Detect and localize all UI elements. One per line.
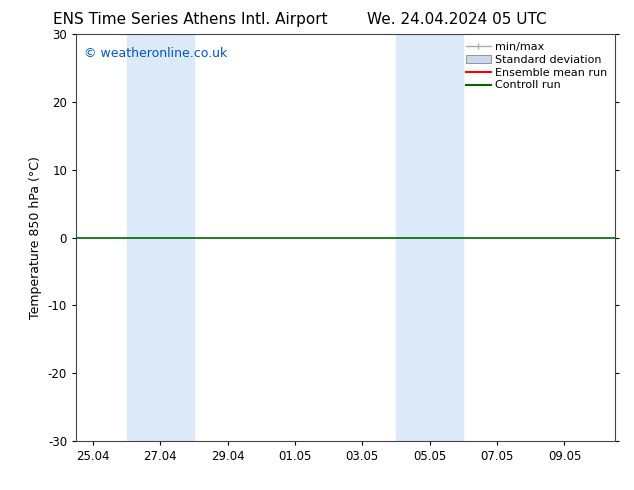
Text: ENS Time Series Athens Intl. Airport: ENS Time Series Athens Intl. Airport [53,12,328,27]
Text: We. 24.04.2024 05 UTC: We. 24.04.2024 05 UTC [366,12,547,27]
Bar [396,34,463,441]
Bar [127,34,194,441]
Legend: min/max, Standard deviation, Ensemble mean run, Controll run: min/max, Standard deviation, Ensemble me… [462,38,612,95]
Y-axis label: Temperature 850 hPa (°C): Temperature 850 hPa (°C) [29,156,42,319]
Text: © weatheronline.co.uk: © weatheronline.co.uk [84,47,228,59]
